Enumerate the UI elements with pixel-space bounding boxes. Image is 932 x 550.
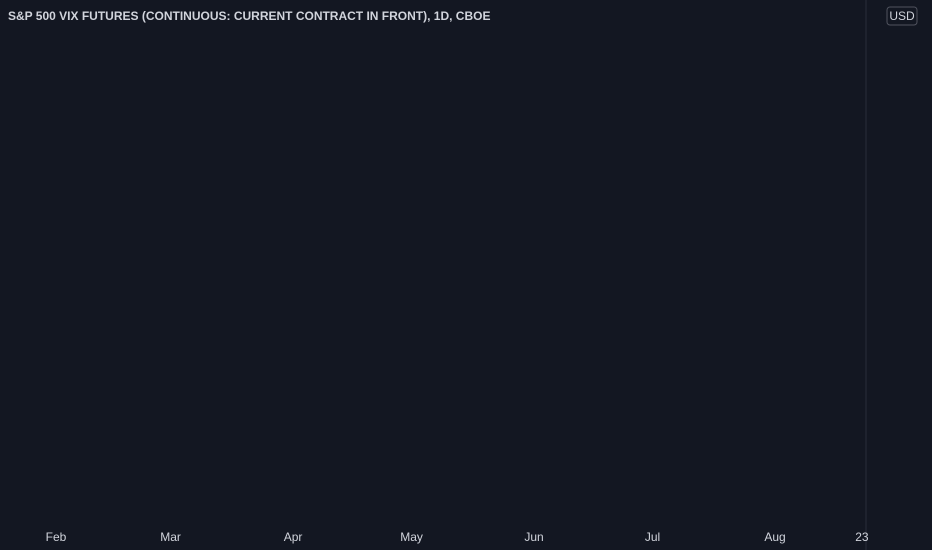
x-tick-label: Jun: [524, 530, 543, 544]
price-axis[interactable]: 42.00038.00034.00030.00027.00025.00023.0…: [865, 0, 917, 550]
time-axis-background: [0, 522, 866, 550]
time-axis[interactable]: Feb Mar Apr May Jun Jul Aug 23: [46, 530, 869, 544]
chart-title: S&P 500 VIX FUTURES (CONTINUOUS: CURRENT…: [8, 9, 491, 23]
x-tick-label: May: [400, 530, 423, 544]
x-tick-label: Mar: [160, 530, 181, 544]
x-tick-label: 23: [855, 530, 869, 544]
x-tick-label: Jul: [645, 530, 660, 544]
currency-badge[interactable]: USD: [886, 6, 918, 26]
currency-label: USD: [889, 9, 915, 23]
x-tick-label: Aug: [764, 530, 785, 544]
x-tick-label: Feb: [46, 530, 67, 544]
axis-background: [866, 0, 932, 550]
x-tick-label: Apr: [284, 530, 303, 544]
